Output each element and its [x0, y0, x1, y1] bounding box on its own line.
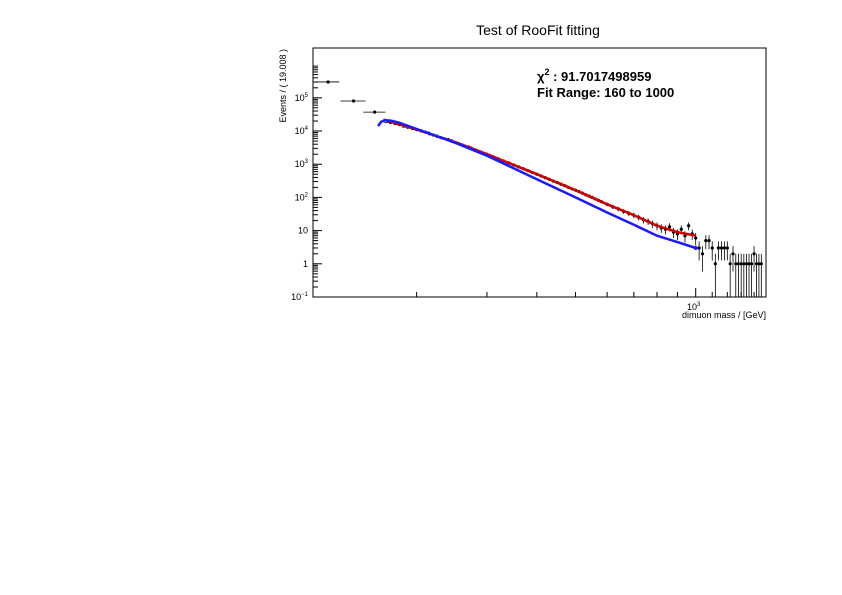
data-point [716, 241, 721, 261]
y-tick-label: 104 [295, 126, 309, 136]
data-point [704, 235, 708, 250]
data-marker [719, 246, 724, 250]
data-marker [700, 252, 705, 256]
data-point [744, 253, 749, 297]
data-marker [749, 262, 754, 266]
data-point [759, 253, 763, 297]
y-tick-label: 102 [295, 192, 309, 202]
chi2-symbol: χ [537, 69, 545, 84]
data-point [739, 253, 743, 297]
fit-range-annotation: Fit Range: 160 to 1000 [537, 85, 674, 100]
data-marker [707, 238, 711, 243]
data-marker [687, 224, 691, 228]
y-tick-base: 10 [295, 126, 305, 136]
y-tick-label: 105 [295, 93, 309, 103]
chi2-annotation: χ2 : 91.7017498959 [537, 67, 651, 84]
y-tick-label: 10−1 [291, 292, 309, 302]
data-marker [731, 252, 735, 256]
fit-curve-red [382, 118, 696, 237]
data-marker [373, 110, 377, 114]
data-marker [739, 262, 743, 266]
data-point [752, 246, 756, 272]
y-tick-base: 10 [295, 93, 305, 103]
x-tick-label: 103 [687, 302, 701, 312]
data-point [725, 241, 729, 261]
data-marker [754, 262, 759, 266]
chart-title: Test of RooFit fitting [476, 22, 600, 38]
data-point [316, 80, 340, 84]
data-point [734, 253, 738, 297]
data-marker [728, 262, 732, 266]
data-point [754, 253, 759, 297]
y-tick-base: 10 [298, 226, 308, 236]
data-point [707, 235, 711, 250]
data-marker [351, 99, 356, 103]
y-tick-exponent: 3 [305, 159, 309, 165]
data-point [713, 253, 717, 297]
data-marker [744, 262, 749, 266]
y-tick-exponent: 4 [305, 126, 309, 132]
data-marker [326, 80, 330, 84]
fit-curve-blue [376, 119, 697, 250]
data-marker [736, 262, 741, 266]
data-point [697, 241, 701, 261]
data-marker [667, 225, 672, 229]
data-point [736, 253, 741, 297]
data-point [757, 253, 761, 297]
data-point [719, 241, 724, 261]
data-point [340, 99, 366, 103]
data-marker [725, 246, 729, 250]
data-point [749, 253, 754, 297]
y-tick-exponent: 5 [305, 93, 309, 99]
y-tick-base: 10 [295, 159, 305, 169]
chi2-exponent: 2 [544, 67, 549, 77]
chi2-value: : 91.7017498959 [550, 69, 652, 84]
plot-frame [312, 47, 767, 298]
x-tick-exponent: 3 [697, 302, 701, 308]
y-tick-exponent: −1 [301, 292, 309, 298]
y-tick-exponent: 2 [305, 192, 309, 198]
y-tick-label: 1 [303, 259, 308, 269]
data-marker [679, 227, 683, 231]
y-axis-label: Events / ( 19.008 ) [278, 49, 288, 123]
data-marker [757, 262, 761, 266]
data-marker [704, 238, 708, 243]
data-marker [697, 246, 701, 250]
data-point [363, 110, 386, 114]
y-tick-base: 10 [295, 192, 305, 202]
x-axis-ticks: 103 [416, 288, 767, 312]
data-marker [694, 236, 698, 240]
y-tick-base: 10 [291, 292, 301, 302]
data-marker [747, 262, 751, 266]
data-point [710, 241, 714, 261]
data-point [687, 222, 691, 231]
data-points [316, 80, 763, 297]
y-tick-label: 10 [298, 226, 308, 236]
data-marker [759, 262, 763, 266]
x-axis-label: dimuon mass / [GeV] [682, 310, 766, 320]
data-point [731, 246, 735, 272]
data-marker [713, 262, 717, 266]
data-marker [716, 246, 721, 250]
data-marker [722, 246, 726, 250]
data-marker [710, 246, 714, 250]
y-tick-base: 1 [303, 259, 308, 269]
data-point [747, 253, 751, 297]
data-marker [752, 252, 756, 256]
data-point [728, 253, 732, 297]
fit-curve-end-marker [693, 245, 698, 250]
data-point [742, 253, 746, 297]
data-point [722, 241, 726, 261]
y-tick-label: 103 [295, 159, 309, 169]
x-tick-base: 10 [687, 302, 697, 312]
data-point [700, 246, 705, 272]
data-marker [734, 262, 738, 266]
data-marker [742, 262, 746, 266]
